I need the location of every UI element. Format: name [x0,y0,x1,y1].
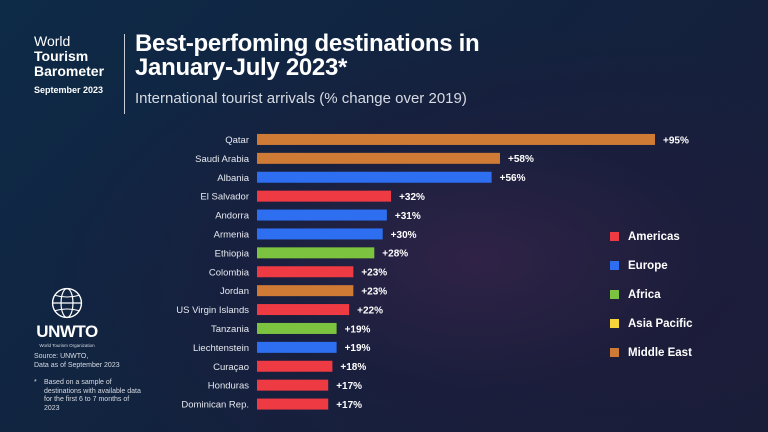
brand-block: World Tourism Barometer [34,34,104,79]
bar [257,379,329,391]
legend-swatch [610,319,619,328]
value-label: +28% [382,249,408,260]
bar [257,228,383,240]
value-label: +19% [345,324,371,335]
bar [257,285,354,297]
category-label: Armenia [214,229,250,240]
category-label: Qatar [225,135,249,146]
source-line-2: Data as of September 2023 [34,361,120,369]
value-label: +19% [345,343,371,354]
chart-title-line-2: January-July 2023* [135,54,348,81]
bar [257,341,337,353]
chart-subtitle: International tourist arrivals (% change… [135,90,467,107]
value-label: +56% [500,173,526,184]
value-label: +18% [340,362,366,373]
bar [257,209,387,221]
legend-swatch [610,232,619,241]
category-label: Albania [217,173,249,184]
value-label: +22% [357,305,383,316]
brand-line-1: World [34,33,71,49]
footnote-asterisk: * [34,379,37,386]
value-label: +17% [336,381,362,392]
bar [257,304,350,316]
source-line-1: Source: UNWTO, [34,353,89,360]
bar [257,190,392,202]
value-label: +30% [391,230,417,241]
legend-item: Asia Pacific [610,309,693,338]
legend-swatch [610,290,619,299]
bar [257,152,500,164]
bar [257,171,492,183]
bar [257,322,337,334]
globe-icon [51,287,83,319]
legend-label: Middle East [628,346,692,359]
legend-item: Americas [610,222,693,251]
value-label: +32% [399,192,425,203]
legend-item: Middle East [610,338,693,367]
bar [257,398,329,410]
header-divider [124,34,125,114]
value-label: +31% [395,211,421,222]
unwto-logo: UNWTO World Tourism Organization [34,286,100,348]
category-label: Curaçao [213,362,249,373]
category-label: Saudi Arabia [195,154,250,165]
category-label: Andorra [215,211,250,222]
legend-label: Europe [628,259,668,272]
category-label: Liechtenstein [193,343,249,354]
legend-label: Africa [628,288,661,301]
category-label: Ethiopia [215,248,250,259]
value-label: +17% [336,400,362,411]
legend-item: Africa [610,280,693,309]
chart-title: Best-perfoming destinations in January-J… [135,30,480,81]
value-label: +23% [361,286,387,297]
legend: Americas Europe Africa Asia Pacific Middle E… [610,222,693,367]
category-label: Honduras [208,381,249,392]
category-label: Dominican Rep. [181,400,249,411]
legend-swatch [610,261,619,270]
category-label: Colombia [209,267,250,278]
source-note: Source: UNWTO, Data as of September 2023 [34,353,144,370]
value-label: +95% [663,135,689,146]
legend-label: Americas [628,230,680,243]
category-label: Tanzania [211,324,250,335]
category-label: El Salvador [200,192,249,203]
footnote-text: Based on a sample of destinations with a… [44,379,141,412]
brand-line-3: Barometer [34,63,105,79]
bar [257,247,375,259]
category-label: Jordan [220,286,249,297]
value-label: +23% [361,268,387,279]
bar [257,133,655,145]
chart-title-line-1: Best-perfoming destinations in [135,30,480,57]
category-label: US Virgin Islands [176,305,249,316]
logo-subtitle: World Tourism Organization [39,343,95,348]
bar [257,360,333,372]
logo-name: UNWTO [36,322,98,341]
legend-swatch [610,348,619,357]
legend-item: Europe [610,251,693,280]
brand-line-2: Tourism [34,48,89,64]
brand-date: September 2023 [34,85,104,95]
legend-label: Asia Pacific [628,317,693,330]
footnote: * Based on a sample of destinations with… [34,379,146,413]
value-label: +58% [508,154,534,165]
bar [257,266,354,278]
